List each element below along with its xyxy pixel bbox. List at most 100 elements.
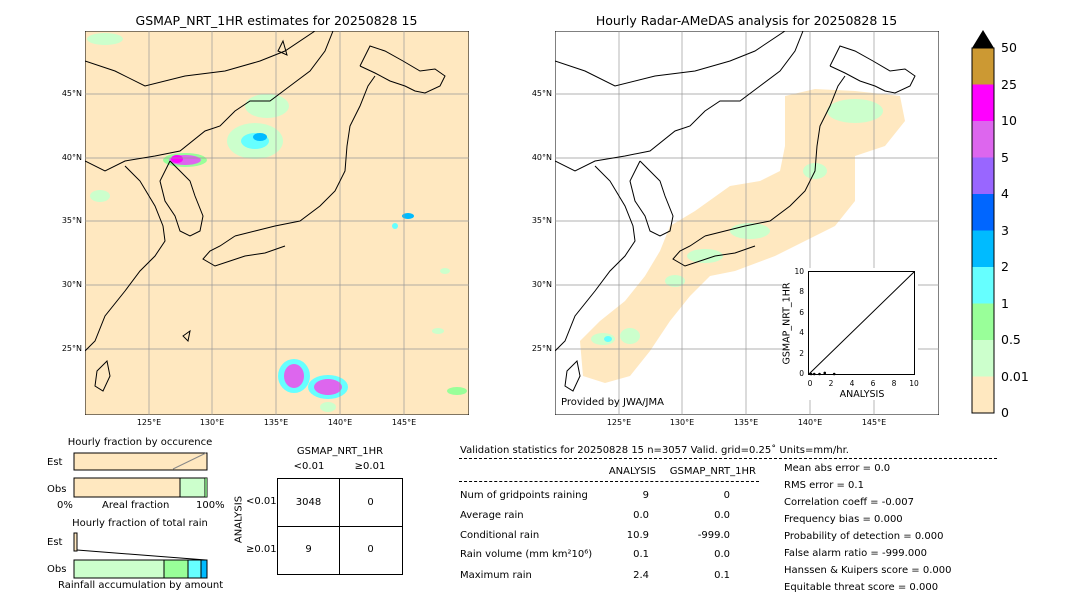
inset-xtick: 2 (828, 379, 834, 388)
inset-xtick: 8 (891, 379, 897, 388)
validation-row-label: Conditional rain (460, 530, 540, 541)
colorbar-segment (972, 303, 994, 340)
right-lat-label: 40°N (531, 153, 552, 162)
validation-row-label: Maximum rain (460, 570, 532, 581)
contingency-col-lt: <0.01 (293, 461, 325, 472)
inset-ytick: 0 (799, 369, 804, 378)
right-lat-label: 25°N (531, 344, 552, 353)
right-map-coastline (555, 31, 916, 392)
colorbar-segment (972, 230, 994, 267)
validation-row-label: Rain volume (mm km²10⁶) (460, 549, 593, 560)
validation-row-analysis: 9 (642, 490, 649, 501)
score-line: RMS error = 0.1 (784, 480, 864, 491)
left-lat-label: 40°N (61, 153, 82, 162)
contingency-title: GSMAP_NRT_1HR (296, 446, 384, 457)
colorbar-label: 1 (1001, 295, 1009, 311)
total-rain-caption: Rainfall accumulation by amount (58, 580, 224, 591)
contingency-grid (277, 478, 403, 575)
colorbar-segment (972, 121, 994, 158)
contingency-cell: 0 (367, 544, 374, 555)
inset-ytick: 10 (794, 267, 804, 276)
left-map-rain (87, 33, 467, 412)
validation-row-analysis: 2.4 (633, 570, 649, 581)
validation-row-gsmap: 0 (723, 490, 730, 501)
colorbar-label: 10 (1001, 113, 1017, 128)
colorbar-segment (972, 376, 994, 413)
contingency-row-ge: ≥0.01 (246, 544, 277, 555)
inset-ytick: 4 (799, 328, 804, 337)
left-lat-label: 45°N (61, 89, 82, 98)
inset-xtick: 0 (807, 379, 813, 388)
validation-row-analysis: 0.1 (633, 549, 649, 560)
colorbar-segment (972, 267, 994, 304)
inset-xtick: 4 (849, 379, 855, 388)
right-lon-label: 125°E (606, 418, 632, 427)
colorbar-segment (972, 340, 994, 377)
scatter-point (823, 371, 827, 375)
occurrence-x-left: 0% (57, 500, 73, 511)
left-lon-label: 130°E (199, 418, 225, 427)
left-lat-label: 25°N (61, 344, 82, 353)
total-rain-row-est: Est (47, 537, 63, 548)
inset-ytick: 6 (799, 308, 804, 317)
left-map-coastline (85, 31, 446, 392)
left-lon-label: 135°E (263, 418, 289, 427)
inset-ytick: 2 (799, 349, 804, 358)
colorbar-label: 4 (1001, 186, 1009, 201)
colorbar (971, 30, 995, 414)
validation-header-rule (459, 458, 997, 459)
colorbar-outline (971, 47, 995, 414)
right-lat-label: 45°N (531, 89, 552, 98)
left-map-grid (85, 31, 469, 415)
validation-table-rule (459, 481, 759, 482)
score-line: Equitable threat score = 0.000 (784, 582, 939, 593)
contingency-col-ge: ≥0.01 (354, 461, 386, 472)
inset-xtick: 10 (909, 379, 919, 388)
right-lon-label: 130°E (669, 418, 695, 427)
colorbar-label: 2 (1001, 259, 1009, 274)
scatter-point (809, 372, 813, 376)
total-rain-row-obs: Obs (47, 564, 67, 575)
occurrence-bars (73, 452, 208, 498)
inset-ytick: 8 (799, 287, 804, 296)
occurrence-row-est: Est (47, 457, 63, 468)
score-line: False alarm ratio = -999.000 (784, 548, 927, 559)
colorbar-segment (972, 194, 994, 231)
colorbar-segment (972, 157, 994, 194)
colorbar-label: 50 (1001, 40, 1017, 55)
left-lat-label: 35°N (61, 216, 82, 225)
validation-row-label: Average rain (460, 510, 524, 521)
right-lat-label: 35°N (531, 216, 552, 225)
left-map (85, 31, 469, 415)
validation-col-analysis: ANALYSIS (608, 466, 656, 477)
colorbar-extend-arrow (972, 30, 994, 48)
validation-row-analysis: 0.0 (633, 510, 649, 521)
colorbar-label: 25 (1001, 76, 1017, 92)
validation-row-gsmap: 0.1 (714, 570, 730, 581)
inset-xlabel: ANALYSIS (839, 389, 885, 400)
occurrence-x-right: 100% (196, 500, 225, 511)
colorbar-label: 0 (1001, 405, 1009, 420)
validation-header: Validation statistics for 20250828 15 n=… (460, 445, 849, 456)
occurrence-title: Hourly fraction by occurence (67, 437, 213, 448)
inset-diagonal (808, 271, 915, 375)
score-line: Frequency bias = 0.000 (784, 514, 903, 525)
inset-scatter (808, 271, 915, 376)
contingency-row-lt: <0.01 (246, 496, 277, 507)
right-lon-label: 145°E (861, 418, 887, 427)
validation-row-analysis: 10.9 (626, 530, 649, 541)
data-credit: Provided by JWA/JMA (561, 397, 664, 408)
validation-row-label: Num of gridpoints raining (460, 490, 588, 501)
left-map-title: GSMAP_NRT_1HR estimates for 20250828 15 (135, 13, 418, 28)
right-map-coverage (580, 89, 905, 383)
inset-xtick: 6 (870, 379, 876, 388)
colorbar-label: 3 (1001, 222, 1009, 238)
contingency-cell: 3048 (295, 497, 322, 508)
occurrence-row-obs: Obs (47, 484, 67, 495)
right-lon-label: 140°E (797, 418, 823, 427)
left-lat-label: 30°N (61, 280, 82, 289)
inset-ylabel: GSMAP_NRT_1HR (781, 282, 793, 365)
scatter-point (818, 372, 821, 376)
colorbar-label: 5 (1001, 149, 1009, 165)
left-lon-label: 125°E (136, 418, 162, 427)
